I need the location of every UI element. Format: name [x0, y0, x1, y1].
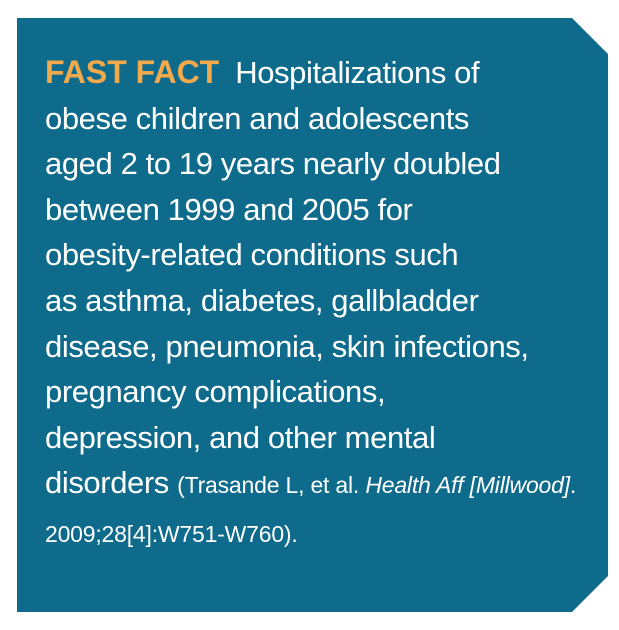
- body-line: obese children and adolescents: [45, 100, 470, 136]
- body-line: disorders: [45, 465, 169, 501]
- body-line: pregnancy complications,: [45, 374, 386, 410]
- citation: (Trasande L, et al. Health Aff [Millwood…: [45, 472, 576, 547]
- text-line: FAST FACT Hospitalizations of: [45, 50, 600, 96]
- body-line: between 1999 and 2005 for: [45, 191, 413, 227]
- citation-prefix: (Trasande L, et al.: [177, 472, 360, 499]
- body-line: as asthma, diabetes, gallbladder: [45, 282, 479, 318]
- citation-journal: Health Aff [Millwood]: [365, 472, 570, 499]
- body-line: aged 2 to 19 years nearly doubled: [45, 146, 501, 182]
- box-background: [17, 18, 608, 612]
- fast-fact-label: FAST FACT: [45, 54, 220, 90]
- body-line: Hospitalizations of: [235, 55, 480, 90]
- fact-text: FAST FACT Hospitalizations of obese child…: [45, 50, 600, 558]
- body-line: obesity-related conditions such: [45, 237, 459, 273]
- citation-suffix: . 2009;28[4]:W751-W760).: [45, 472, 577, 547]
- text-line: disorders (Trasande L, et al. Health Aff…: [45, 460, 590, 557]
- body-line: disease, pneumonia, skin infections,: [45, 328, 529, 364]
- body-line: depression, and other mental: [45, 419, 436, 455]
